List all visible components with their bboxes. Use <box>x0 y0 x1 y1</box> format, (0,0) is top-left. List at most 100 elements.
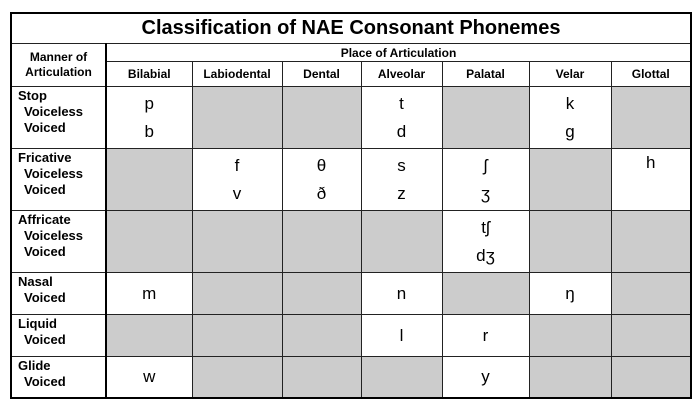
empty-cell <box>610 86 692 149</box>
empty-cell <box>528 148 612 211</box>
phoneme: t <box>399 93 404 113</box>
phoneme: ŋ <box>565 283 575 303</box>
empty-cell <box>610 272 692 315</box>
row-label: Nasal Voiced <box>10 272 107 315</box>
manner-label: Fricative <box>18 150 72 165</box>
voicing-label: Voiceless <box>24 166 84 181</box>
voicing-label: Voiced <box>24 120 66 135</box>
phoneme: l <box>399 325 404 345</box>
empty-cell <box>191 210 283 273</box>
phoneme: dʒ <box>476 245 495 265</box>
row-label: Affricate Voiceless Voiced <box>10 210 107 273</box>
row-fricative: Fricative Voiceless Voiced f v θ ð s z ʃ ʒ h <box>10 148 692 211</box>
row-label: Glide Voiced <box>10 356 107 398</box>
table-title: Classification of NAE Consonant Phonemes <box>10 12 692 44</box>
phoneme: r <box>482 325 489 345</box>
place-header: Place of Articulation <box>105 43 692 62</box>
row-label: Liquid Voiced <box>10 314 107 357</box>
phoneme: ʒ <box>480 183 491 203</box>
phoneme-cell: y <box>441 356 530 398</box>
phoneme: v <box>232 183 242 203</box>
empty-cell <box>610 314 692 357</box>
phoneme-cell: tʃ dʒ <box>441 210 530 273</box>
column-header-glottal: Glottal <box>610 61 692 87</box>
empty-cell <box>281 86 362 149</box>
phoneme: z <box>397 183 406 203</box>
voicing-label: Voiceless <box>24 228 84 243</box>
empty-cell <box>191 86 283 149</box>
empty-cell <box>191 314 283 357</box>
manner-header-line2: Articulation <box>25 65 92 79</box>
voicing-label: Voiced <box>24 244 66 259</box>
row-liquid: Liquid Voiced l r <box>10 314 692 357</box>
row-stop: Stop Voiceless Voiced p b t d k g <box>10 86 692 149</box>
empty-cell <box>610 356 692 398</box>
manner-label: Affricate <box>18 212 71 227</box>
row-glide: Glide Voiced w y <box>10 356 692 398</box>
empty-cell <box>528 356 612 398</box>
manner-header: Manner of Articulation <box>10 43 107 87</box>
phoneme: b <box>144 121 154 141</box>
row-affricate: Affricate Voiceless Voiced tʃ dʒ <box>10 210 692 273</box>
phoneme: ʃ <box>483 155 488 175</box>
voicing-label: Voiced <box>24 182 66 197</box>
empty-cell <box>610 210 692 273</box>
empty-cell <box>441 272 530 315</box>
empty-cell <box>281 272 362 315</box>
column-header-palatal: Palatal <box>441 61 530 87</box>
phoneme: tʃ <box>481 217 490 237</box>
empty-cell <box>191 356 283 398</box>
phoneme: n <box>396 283 407 303</box>
empty-cell <box>360 210 443 273</box>
empty-cell <box>441 86 530 149</box>
voicing-label: Voiceless <box>24 104 84 119</box>
phoneme: y <box>481 366 490 386</box>
voicing-label: Voiced <box>24 290 66 305</box>
column-header-bilabial: Bilabial <box>105 61 193 87</box>
phoneme-cell: l <box>360 314 443 357</box>
empty-cell <box>191 272 283 315</box>
phoneme: ð <box>316 183 327 203</box>
phoneme: g <box>565 121 575 141</box>
phoneme: θ <box>316 155 327 175</box>
column-header-labiodental: Labiodental <box>191 61 283 87</box>
row-nasal: Nasal Voiced m n ŋ <box>10 272 692 315</box>
row-label: Stop Voiceless Voiced <box>10 86 107 149</box>
phoneme-cell: ŋ <box>528 272 612 315</box>
manner-label: Liquid <box>18 316 57 331</box>
manner-label: Stop <box>18 88 47 103</box>
empty-cell <box>105 314 193 357</box>
empty-cell <box>528 314 612 357</box>
manner-header-line1: Manner of <box>29 50 88 64</box>
phoneme: w <box>143 366 156 386</box>
consonant-table: Classification of NAE Consonant Phonemes… <box>10 12 692 399</box>
column-header-dental: Dental <box>281 61 362 87</box>
empty-cell <box>360 356 443 398</box>
voicing-label: Voiced <box>24 332 66 347</box>
empty-cell <box>281 314 362 357</box>
manner-label: Glide <box>18 358 51 373</box>
empty-cell <box>105 148 193 211</box>
phoneme: s <box>397 155 406 175</box>
phoneme-cell: m <box>105 272 193 315</box>
empty-cell <box>281 210 362 273</box>
empty-cell <box>281 356 362 398</box>
phoneme: h <box>646 153 656 172</box>
empty-cell <box>528 210 612 273</box>
manner-label: Nasal <box>18 274 53 289</box>
phoneme-cell: n <box>360 272 443 315</box>
phoneme-cell: w <box>105 356 193 398</box>
phoneme: d <box>396 121 407 141</box>
phoneme: f <box>234 155 240 175</box>
voicing-label: Voiced <box>24 374 66 389</box>
phoneme: p <box>144 93 154 113</box>
phoneme: k <box>565 93 575 113</box>
phoneme-cell: r <box>441 314 530 357</box>
column-header-velar: Velar <box>528 61 612 87</box>
